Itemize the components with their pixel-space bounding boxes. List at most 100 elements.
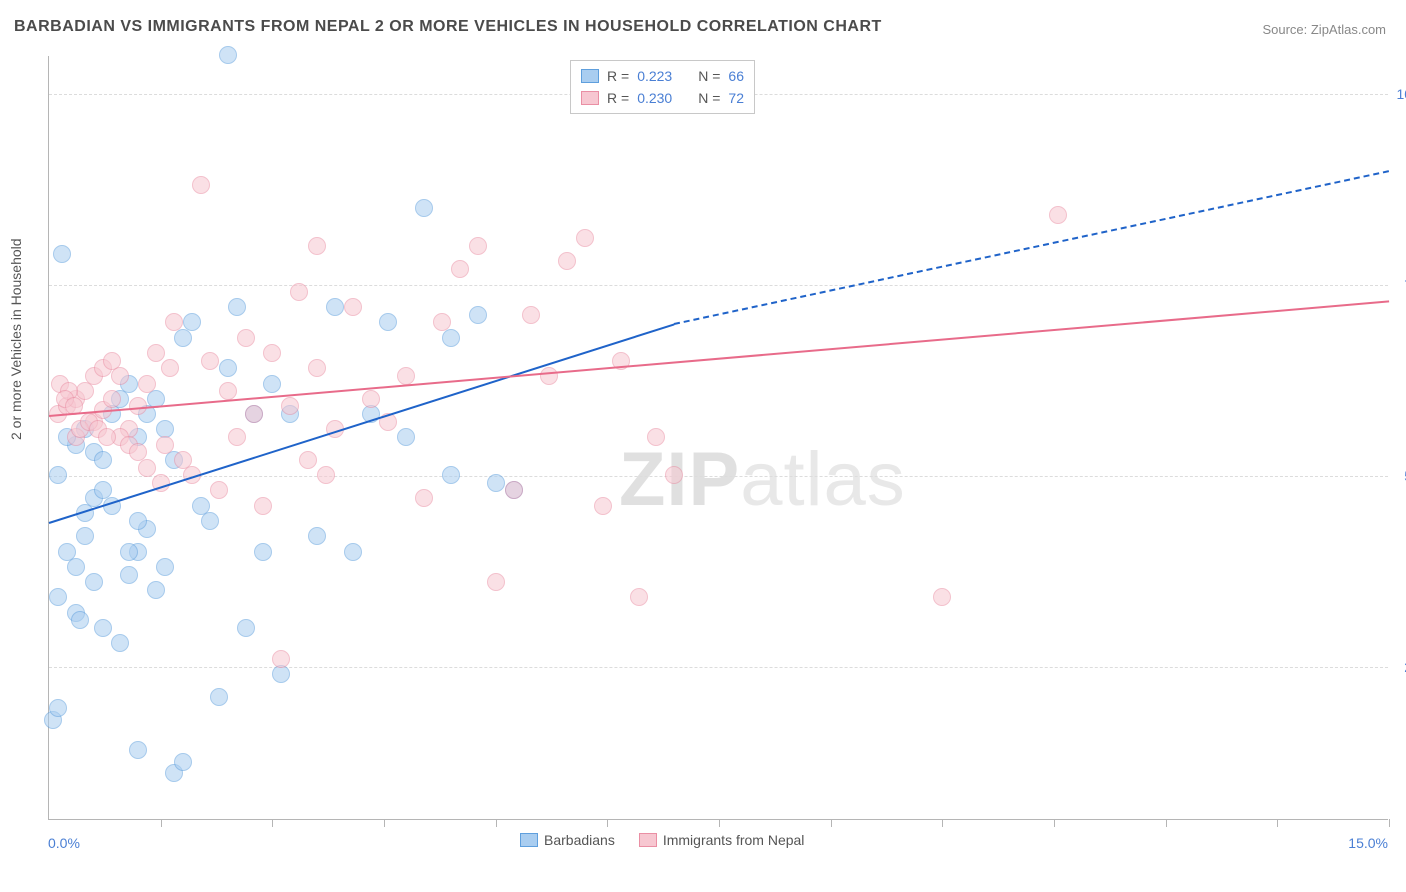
scatter-point: [156, 436, 174, 454]
legend-swatch: [581, 91, 599, 105]
scatter-point: [219, 46, 237, 64]
series-name: Immigrants from Nepal: [663, 832, 805, 848]
x-tick: [496, 819, 497, 827]
scatter-point: [245, 405, 263, 423]
scatter-point: [415, 199, 433, 217]
scatter-point: [76, 382, 94, 400]
legend-r-value: 0.230: [637, 90, 672, 106]
x-axis-min-label: 0.0%: [48, 835, 80, 851]
scatter-point: [67, 558, 85, 576]
scatter-point: [415, 489, 433, 507]
y-tick-label: 25.0%: [1400, 659, 1406, 675]
y-axis-title: 2 or more Vehicles in Household: [8, 238, 24, 440]
scatter-point: [201, 352, 219, 370]
scatter-point: [469, 306, 487, 324]
scatter-point: [505, 481, 523, 499]
trend-line: [49, 323, 675, 524]
scatter-point: [183, 313, 201, 331]
scatter-point: [263, 375, 281, 393]
legend-r-label: R =: [607, 68, 629, 84]
legend-n-label: N =: [698, 68, 720, 84]
scatter-point: [442, 466, 460, 484]
scatter-point: [174, 753, 192, 771]
scatter-point: [237, 329, 255, 347]
legend-n-value: 72: [728, 90, 744, 106]
scatter-point: [487, 474, 505, 492]
scatter-point: [344, 298, 362, 316]
scatter-point: [49, 466, 67, 484]
scatter-point: [576, 229, 594, 247]
scatter-point: [254, 497, 272, 515]
x-axis-max-label: 15.0%: [1348, 835, 1388, 851]
scatter-point: [147, 344, 165, 362]
scatter-point: [237, 619, 255, 637]
scatter-point: [433, 313, 451, 331]
scatter-point: [201, 512, 219, 530]
y-tick-label: 50.0%: [1400, 468, 1406, 484]
series-legend: Barbadians Immigrants from Nepal: [520, 832, 804, 848]
scatter-point: [138, 459, 156, 477]
scatter-point: [219, 382, 237, 400]
scatter-point: [379, 313, 397, 331]
scatter-point: [469, 237, 487, 255]
scatter-point: [308, 237, 326, 255]
x-tick: [607, 819, 608, 827]
scatter-point: [129, 741, 147, 759]
scatter-point: [281, 397, 299, 415]
legend-row: R =0.223N =66: [581, 65, 744, 87]
scatter-point: [219, 359, 237, 377]
scatter-point: [210, 481, 228, 499]
scatter-point: [120, 543, 138, 561]
x-tick: [161, 819, 162, 827]
scatter-point: [120, 566, 138, 584]
x-tick: [272, 819, 273, 827]
legend-r-label: R =: [607, 90, 629, 106]
series-legend-item: Barbadians: [520, 832, 615, 848]
gridline: [49, 476, 1388, 477]
scatter-point: [362, 390, 380, 408]
x-tick: [384, 819, 385, 827]
x-tick: [1389, 819, 1390, 827]
scatter-point: [138, 375, 156, 393]
scatter-point: [53, 245, 71, 263]
scatter-point: [228, 428, 246, 446]
y-tick-label: 75.0%: [1400, 277, 1406, 293]
plot-area: ZIPatlas 25.0%50.0%75.0%100.0%: [48, 56, 1388, 820]
scatter-point: [344, 543, 362, 561]
source-attribution: Source: ZipAtlas.com: [1262, 22, 1386, 37]
scatter-point: [308, 359, 326, 377]
scatter-point: [161, 359, 179, 377]
watermark-atlas: atlas: [740, 437, 906, 522]
scatter-point: [98, 428, 116, 446]
scatter-point: [94, 619, 112, 637]
scatter-point: [540, 367, 558, 385]
x-tick: [942, 819, 943, 827]
scatter-point: [665, 466, 683, 484]
scatter-point: [272, 650, 290, 668]
scatter-point: [594, 497, 612, 515]
scatter-point: [1049, 206, 1067, 224]
scatter-point: [111, 367, 129, 385]
scatter-point: [174, 329, 192, 347]
x-tick: [831, 819, 832, 827]
gridline: [49, 285, 1388, 286]
scatter-point: [76, 527, 94, 545]
legend-row: R = 0.230 N = 72: [581, 87, 744, 109]
x-tick: [1054, 819, 1055, 827]
scatter-point: [558, 252, 576, 270]
gridline: [49, 667, 1388, 668]
legend-r-value: 0.223: [637, 68, 672, 84]
scatter-point: [103, 390, 121, 408]
scatter-point: [147, 581, 165, 599]
trend-line: [674, 171, 1389, 326]
legend-n-label: N =: [698, 90, 720, 106]
scatter-point: [228, 298, 246, 316]
chart-title: BARBADIAN VS IMMIGRANTS FROM NEPAL 2 OR …: [14, 18, 882, 36]
scatter-point: [290, 283, 308, 301]
scatter-point: [210, 688, 228, 706]
scatter-point: [630, 588, 648, 606]
x-tick: [1277, 819, 1278, 827]
trend-line: [49, 300, 1389, 417]
series-legend-item: Immigrants from Nepal: [639, 832, 805, 848]
scatter-point: [933, 588, 951, 606]
